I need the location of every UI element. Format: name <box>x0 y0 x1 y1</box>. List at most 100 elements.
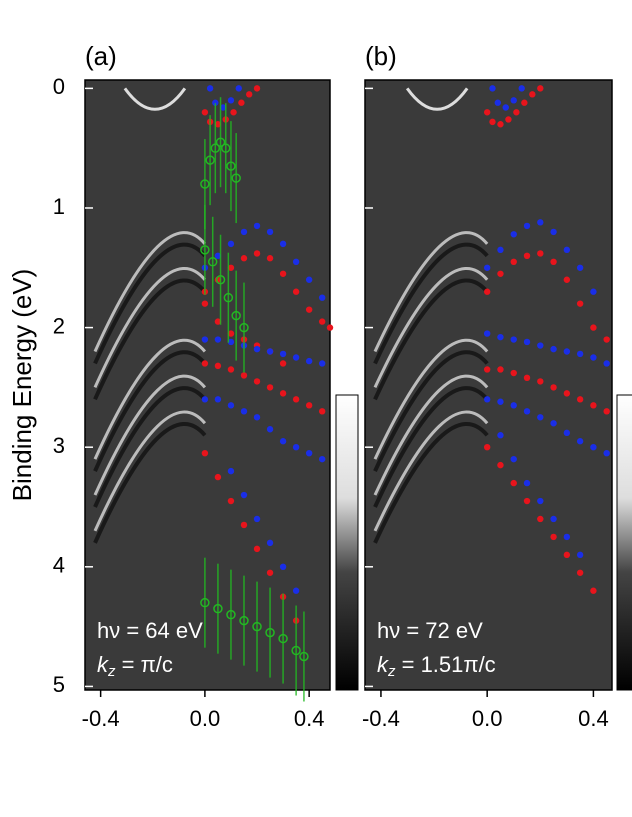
data-point <box>497 432 504 439</box>
data-point <box>576 396 584 403</box>
data-point <box>563 276 571 283</box>
data-point <box>590 587 597 594</box>
annotation-hv: hν = 64 eV <box>97 618 203 643</box>
data-point <box>318 455 326 463</box>
data-point <box>201 360 209 367</box>
data-point <box>292 443 300 451</box>
colorbar <box>335 394 359 691</box>
data-point <box>494 99 501 106</box>
data-point <box>523 222 531 230</box>
data-point <box>266 348 274 355</box>
data-point <box>266 255 274 262</box>
data-point <box>510 97 517 104</box>
data-point <box>497 121 504 128</box>
data-point <box>266 426 274 433</box>
data-point <box>550 384 557 391</box>
data-point <box>497 461 504 469</box>
data-point <box>537 219 544 226</box>
data-point <box>265 627 275 638</box>
plot-frame <box>84 79 331 691</box>
band-texture <box>373 278 489 401</box>
data-point <box>201 449 209 457</box>
data-point <box>537 342 544 349</box>
data-point <box>590 288 597 295</box>
data-point <box>497 333 504 341</box>
data-point <box>603 449 610 457</box>
y-axis-label: Binding Energy (eV) <box>7 269 37 502</box>
data-point <box>550 515 557 523</box>
data-point <box>483 366 491 373</box>
data-point <box>279 270 287 277</box>
data-point <box>279 350 287 358</box>
data-point <box>200 179 210 189</box>
data-point <box>253 414 261 421</box>
data-point <box>240 372 248 379</box>
data-point <box>292 354 300 361</box>
data-point <box>212 99 219 106</box>
data-point <box>227 497 235 505</box>
data-point <box>483 396 491 403</box>
data-point <box>523 338 531 346</box>
data-point <box>590 402 597 409</box>
data-point <box>590 443 597 451</box>
data-point <box>219 104 227 111</box>
data-point <box>603 336 610 343</box>
data-point <box>201 336 209 343</box>
data-point <box>239 322 249 333</box>
data-point <box>292 396 300 403</box>
data-point <box>230 109 237 116</box>
x-tick-label: 0.0 <box>190 706 221 731</box>
annotation-kz-part: = 1.51π/c <box>396 652 496 677</box>
data-point <box>201 109 209 116</box>
y-tick-label: 5 <box>53 672 65 697</box>
data-point <box>502 104 509 111</box>
data-point <box>214 362 222 370</box>
data-point <box>279 438 287 445</box>
data-point <box>576 569 584 576</box>
band-texture <box>93 410 207 532</box>
spectrum-image <box>365 80 612 690</box>
y-tick-label: 3 <box>53 433 65 458</box>
data-point <box>213 603 223 614</box>
x-tick-label: -0.4 <box>82 706 120 731</box>
data-point <box>305 402 313 409</box>
data-point <box>253 85 261 92</box>
annotation-kz: kz = 1.51π/c <box>377 652 496 680</box>
y-tick-label: 0 <box>53 74 65 99</box>
data-point <box>227 264 235 271</box>
band-texture <box>93 374 207 496</box>
band-texture <box>123 87 187 111</box>
data-point <box>253 222 261 230</box>
band-texture <box>405 87 469 111</box>
data-point <box>201 300 209 307</box>
data-point <box>201 396 209 403</box>
data-point <box>292 288 300 295</box>
y-tick-label: 2 <box>53 313 65 338</box>
data-point <box>253 378 261 385</box>
data-point <box>563 246 571 254</box>
data-point <box>576 350 584 358</box>
annotation-kz-part: = π/c <box>116 652 173 677</box>
data-point <box>214 396 222 403</box>
data-point <box>576 264 584 271</box>
data-point <box>483 264 491 271</box>
band-texture <box>93 242 207 365</box>
data-point <box>510 336 517 343</box>
colorbar <box>616 394 632 691</box>
data-point <box>214 473 222 481</box>
data-point <box>266 228 274 236</box>
data-point <box>497 270 504 277</box>
band-texture <box>373 374 489 496</box>
data-point <box>214 252 222 260</box>
data-point <box>550 228 557 236</box>
annotation-kz-part: z <box>387 663 396 680</box>
data-point <box>292 587 300 594</box>
data-point <box>253 515 261 523</box>
data-point <box>563 533 571 541</box>
data-point <box>305 449 313 457</box>
data-point <box>215 137 226 147</box>
band-texture <box>93 267 207 389</box>
data-point <box>227 467 235 475</box>
data-point <box>239 615 249 626</box>
data-point <box>235 85 242 92</box>
